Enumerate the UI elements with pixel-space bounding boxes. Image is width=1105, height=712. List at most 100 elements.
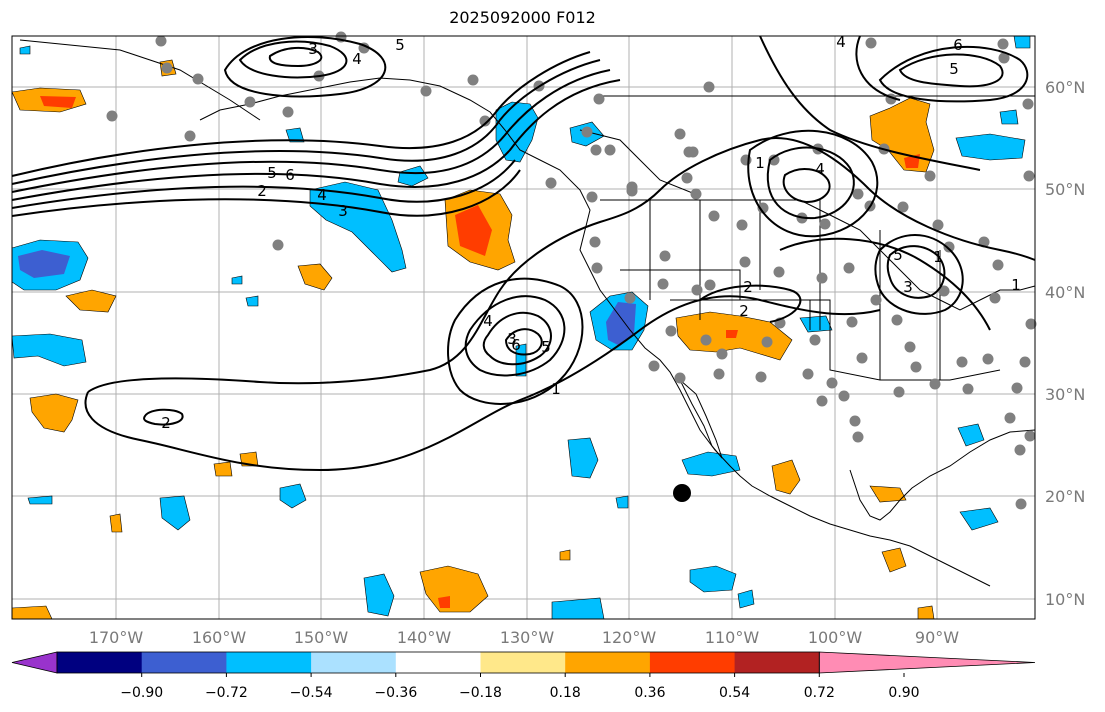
latitude-labels: 60°N 50°N 40°N 30°N 20°N 10°N [1045,78,1085,609]
station-dot [581,126,593,138]
station-dot [1004,412,1016,424]
contour-label: 3 [308,40,318,58]
station-dot [856,352,868,364]
station-dot [713,368,725,380]
station-dot [681,172,693,184]
negative-anomaly-patch [397,165,429,187]
station-dot [932,219,944,231]
station-dot [852,188,864,200]
station-dot [604,144,616,156]
contour-label: 5 [949,60,959,78]
station-dot [161,62,173,74]
station-dot [272,239,284,251]
negative-anomaly-patch [245,295,259,307]
station-dot [1014,444,1026,456]
station-dot [703,81,715,93]
negative-anomaly-patch [515,343,527,377]
station-dot [1023,170,1035,182]
contour-label: 4 [317,186,327,204]
contour-label: 3 [507,330,517,348]
station-dot [626,185,638,197]
colorbar-tick-label: 0.54 [719,685,750,701]
station-dot [924,170,936,182]
negative-anomaly-patch [955,133,1026,161]
colorbar-segment [395,652,481,673]
negative-anomaly-patch [681,451,741,477]
station-dot [956,356,968,368]
longitude-label: 120°W [602,628,657,647]
negative-anomaly-patch [27,495,53,505]
latitude-label: 60°N [1045,78,1085,97]
colorbar-tick-label: −0.18 [459,685,502,701]
negative-anomaly-patch [567,437,599,479]
station-dot [997,38,1009,50]
negative-anomaly-patch [159,495,191,531]
station-dot [589,236,601,248]
negative-anomaly-patch [285,127,305,143]
contour-label: 6 [511,336,521,354]
colorbar-outline [56,651,820,674]
station-dot [998,52,1010,64]
negative-anomaly-patch [1013,35,1031,49]
longitude-label: 130°W [500,628,555,647]
station-dot [657,278,669,290]
station-dot [938,285,950,297]
station-dot [989,292,1001,304]
longitude-label: 160°W [192,628,247,647]
colorbar-segment [565,652,651,673]
station-dot [1011,382,1023,394]
station-dot [700,334,712,346]
colorbar-tick-label: −0.72 [205,685,248,701]
station-dot [648,360,660,372]
contour-label: 1 [755,154,765,172]
negative-anomaly-patch [363,573,395,617]
station-dot [708,210,720,222]
station-dot [1019,356,1031,368]
station-dot [992,259,1004,271]
contour-label: 5 [267,164,277,182]
negative-anomaly-patch [231,275,243,285]
colorbar-tick-label: −0.54 [290,685,333,701]
contour-label: 2 [161,414,171,432]
colorbar-tick-label: −0.36 [374,685,417,701]
negative-anomaly-patch [279,483,307,509]
station-dots [106,31,1037,510]
station-dot [192,73,204,85]
latitude-label: 10°N [1045,590,1085,609]
station-dot [1024,430,1036,442]
map-frame [11,35,1036,620]
contour-label: 4 [836,33,846,51]
contour-label: 6 [285,166,295,184]
colorbar-tick-label: 0.72 [804,685,835,701]
latitude-label: 30°N [1045,385,1085,404]
station-dot [802,368,814,380]
station-dot [768,154,780,166]
station-dot [910,361,922,373]
colorbar-extend-high [818,651,1036,674]
station-dot [761,336,773,348]
positive-anomaly-patch [109,513,123,533]
station-dot [819,218,831,230]
negative-anomaly-patch [999,109,1019,125]
map-title: 2025092000 F012 [449,8,596,27]
positive-anomaly-patch [559,549,571,561]
colorbar: −0.90 −0.72 −0.54 −0.36 −0.18 0.18 0.36 0.54 0.7… [11,651,1036,701]
contour-label: 2 [743,278,753,296]
longitude-label: 170°W [89,628,144,647]
contour-label: 2 [257,182,267,200]
station-dot [982,353,994,365]
longitude-label: 100°W [808,628,863,647]
colorbar-tick-label: −0.90 [120,685,163,701]
contour-label: 5 [893,246,903,264]
positive-anomaly-patch [771,459,801,495]
longitude-label: 110°W [705,628,760,647]
negative-anomaly-patch [689,565,737,593]
station-dot [865,37,877,49]
negative-anomaly-patch [11,333,87,367]
positive-anomaly-patch [29,393,79,433]
contour-label: 1 [1011,276,1021,294]
station-dot [282,106,294,118]
station-dot [665,325,677,337]
